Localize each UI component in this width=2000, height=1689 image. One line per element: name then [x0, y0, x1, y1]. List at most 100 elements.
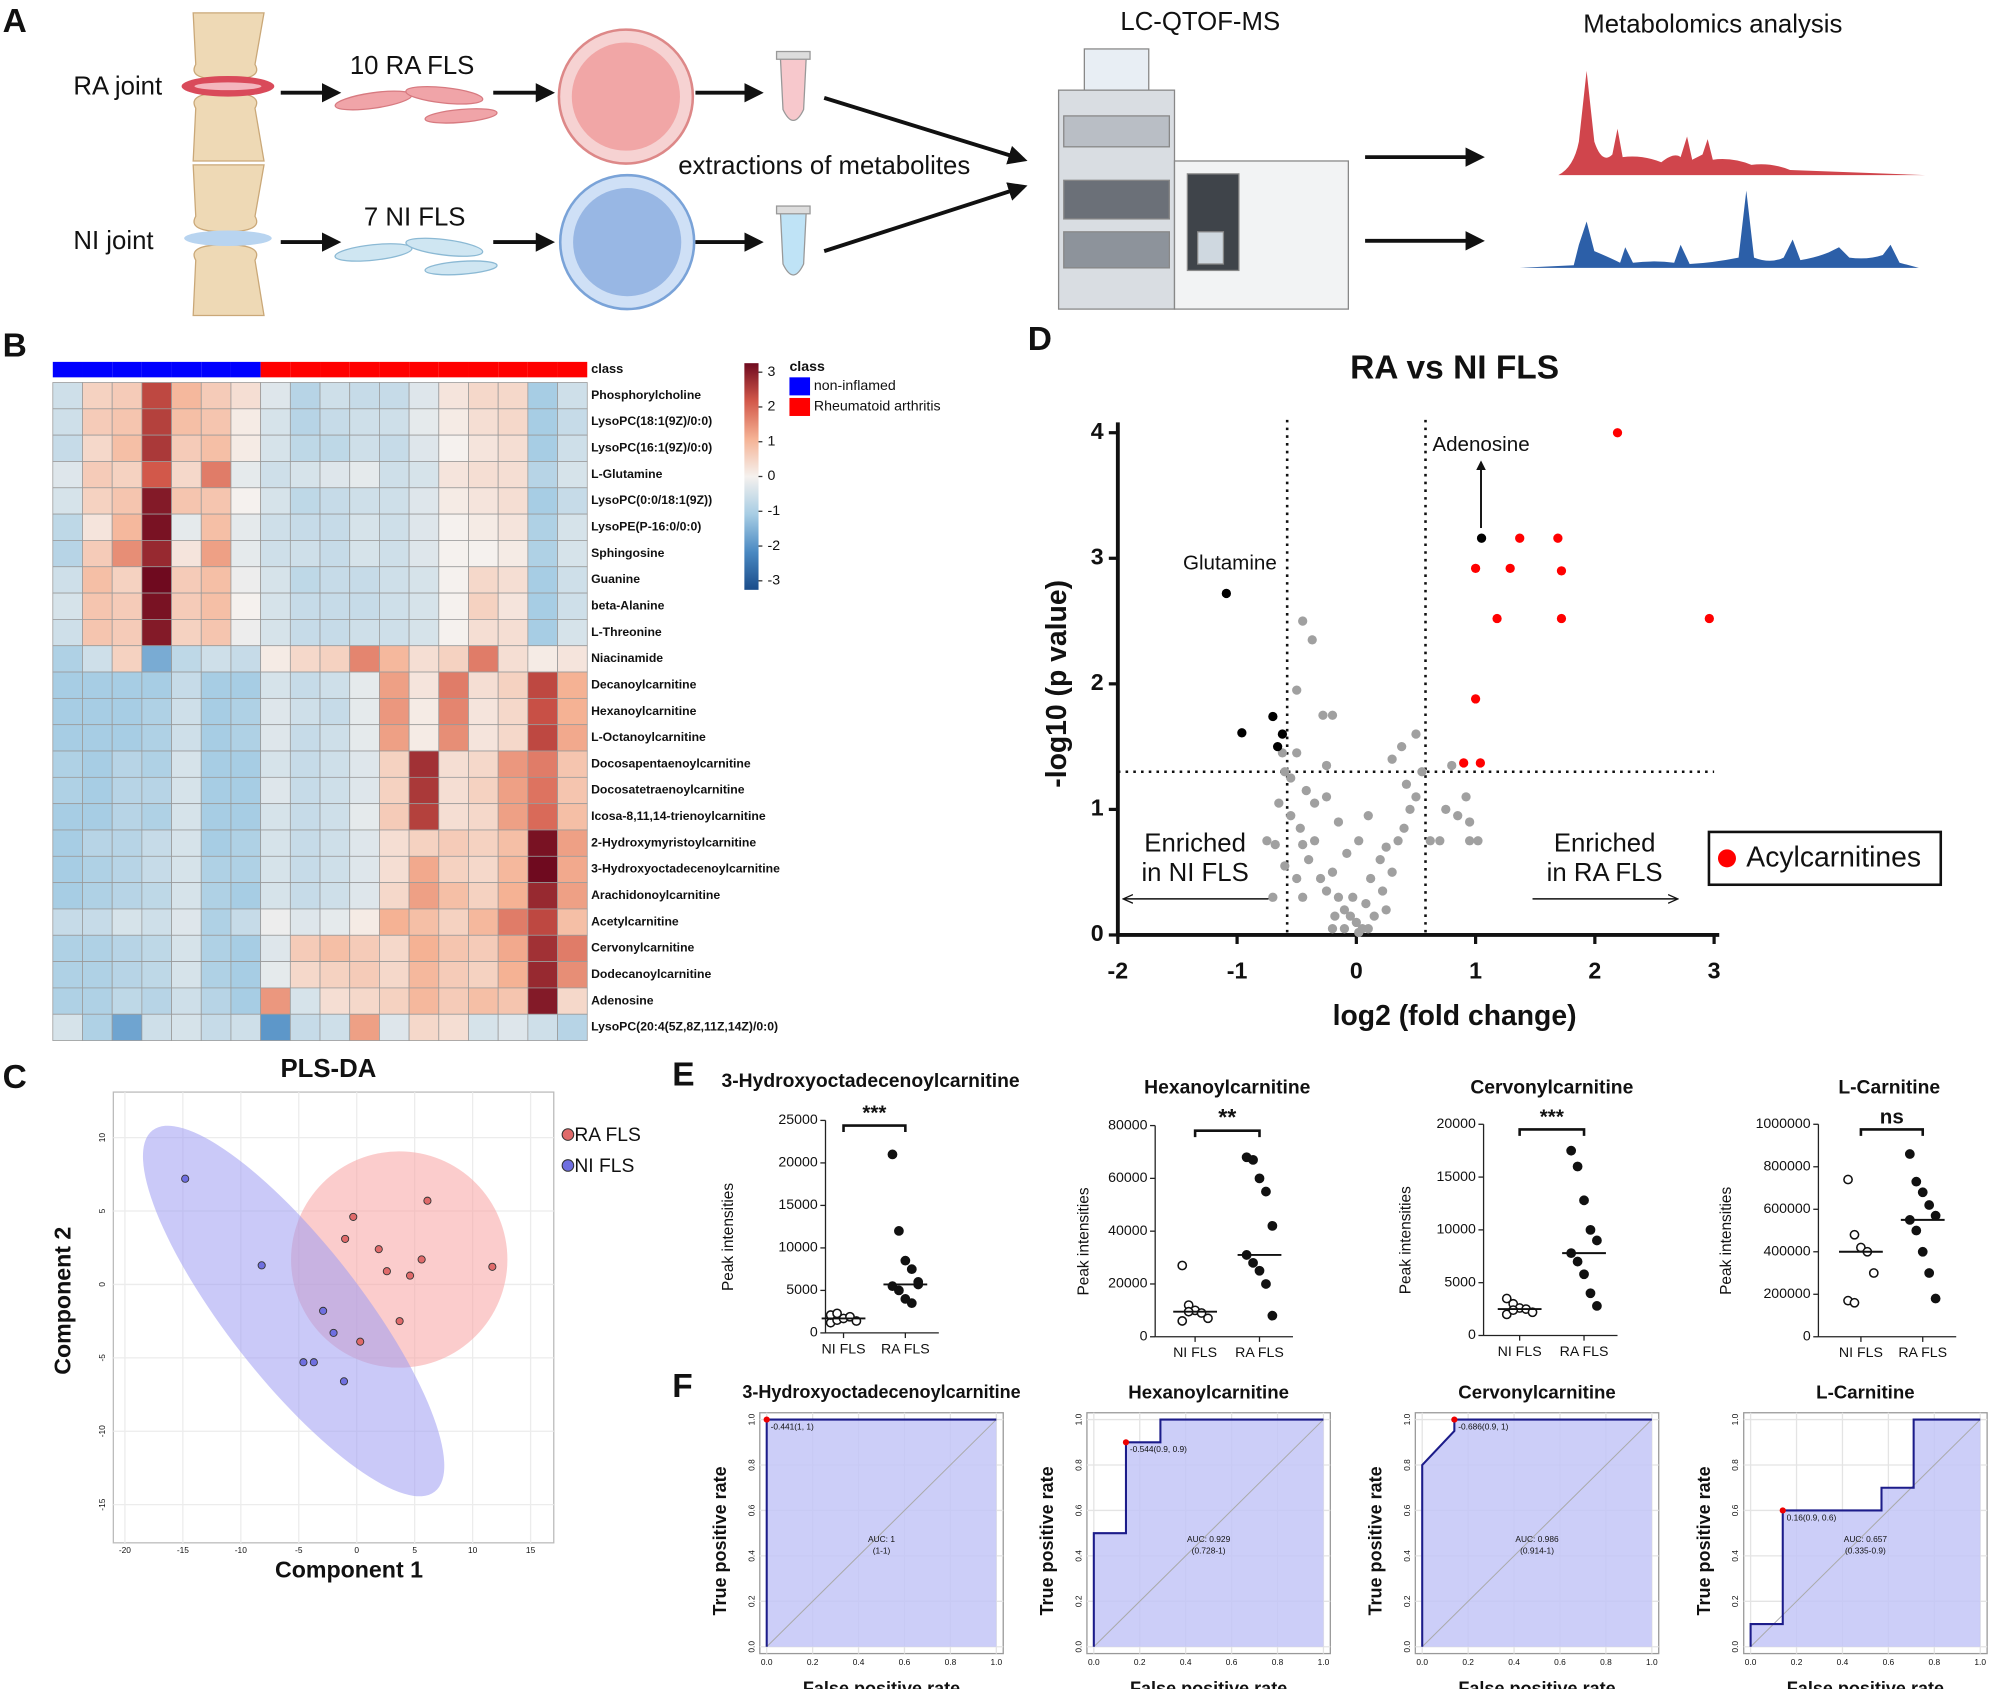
heat-cell [141, 829, 172, 857]
heat-cell [527, 987, 558, 1015]
point [1381, 905, 1391, 915]
point [1292, 873, 1302, 884]
heat-cell [230, 619, 262, 647]
heat-cell [379, 619, 410, 647]
heat-cell [82, 566, 113, 594]
heat-cell [111, 513, 143, 541]
heat-cell [438, 671, 469, 699]
chart-title: Cervonylcarnitine [1470, 1077, 1633, 1098]
heat-cell [557, 487, 588, 515]
auc-label: AUC: 1 [868, 1534, 895, 1544]
heat-cell [379, 934, 410, 962]
chart-title: L-Carnitine [1816, 1381, 1914, 1402]
dish-cells [571, 42, 680, 151]
annotation: Enriched [1144, 830, 1246, 858]
chart-title: 3-Hydroxyoctadecenoylcarnitine [722, 1071, 1020, 1092]
heat-cell [408, 987, 440, 1015]
heat-cell [289, 961, 321, 989]
heat-cell [557, 908, 588, 936]
class-cell [468, 361, 499, 378]
heat-cell [438, 1013, 469, 1041]
heat-cell [349, 724, 380, 752]
annotation: Adenosine [1432, 433, 1529, 456]
heat-cell [527, 645, 558, 673]
heat-cell [379, 855, 410, 884]
point [181, 1174, 190, 1183]
heat-cell [200, 908, 232, 936]
point [1307, 635, 1317, 645]
heat-cell [200, 619, 232, 647]
heat-cell [438, 487, 469, 515]
heat-cell [111, 619, 143, 647]
y-axis-label: Peak intensities [1718, 1186, 1735, 1294]
heat-cell [141, 592, 172, 620]
point [1843, 1174, 1853, 1185]
y-tick-label: 0.0 [1402, 1641, 1412, 1653]
label: 10 RA FLS [350, 52, 475, 80]
x-tick-label: RA FLS [881, 1341, 930, 1357]
x-tick-label: 0.4 [1508, 1657, 1520, 1667]
point [1177, 1316, 1188, 1326]
panel-label: A [3, 3, 27, 40]
class-cell [438, 361, 469, 378]
heat-cell [200, 829, 232, 857]
heat-cell [111, 829, 143, 857]
heat-cell [111, 408, 143, 436]
point [1203, 1313, 1213, 1324]
cutoff-point [1779, 1507, 1786, 1514]
roc-curve [1749, 1418, 1981, 1647]
heat-cell [82, 540, 113, 568]
heat-cell [52, 671, 83, 699]
heat-cell [319, 908, 351, 936]
heat-cell [230, 776, 262, 805]
point [1261, 1186, 1271, 1197]
y-tick-label: 0 [97, 1282, 107, 1287]
heat-cell [260, 829, 291, 857]
y-tick-label: 20000 [778, 1155, 817, 1171]
heat-cell [497, 540, 529, 568]
heat-cell [349, 434, 380, 462]
heat-cell [289, 855, 321, 884]
heat-cell [260, 908, 291, 936]
heat-cell [379, 566, 410, 594]
heat-cell [468, 934, 499, 962]
point [1304, 854, 1314, 865]
cutoff-point [763, 1416, 770, 1423]
point [395, 1317, 404, 1326]
heat-cell [408, 882, 440, 910]
significance-bracket [1859, 1128, 1925, 1136]
heat-cell [527, 803, 558, 831]
point [1369, 911, 1379, 921]
heat-cell [200, 934, 232, 962]
heat-cell [379, 592, 410, 620]
heat-cell [260, 487, 291, 515]
heat-cell [527, 513, 558, 541]
y-axis-label: True positive rate [1365, 1466, 1385, 1615]
heat-cell [379, 671, 410, 699]
heat-cell [289, 908, 321, 936]
y-tick-label: 0.0 [746, 1641, 756, 1653]
heat-cell [497, 434, 529, 462]
chart-title: L-Carnitine [1838, 1077, 1940, 1098]
heat-cell [319, 592, 351, 620]
point [1911, 1225, 1922, 1236]
panel-label: E [672, 1056, 694, 1093]
annotation: Glutamine [1183, 552, 1277, 575]
heat-cell [260, 750, 291, 778]
heat-cell [82, 961, 113, 989]
point [1447, 760, 1457, 771]
row-label: Hexanoylcarnitine [591, 704, 696, 718]
color-tick-label: -2 [768, 538, 781, 554]
y-tick-label: 10000 [1436, 1222, 1475, 1238]
heat-cell [171, 645, 202, 673]
heat-cell [349, 382, 380, 410]
heat-cell [171, 908, 202, 936]
heat-cell [497, 592, 529, 620]
heat-cell [497, 487, 529, 515]
point [1330, 911, 1340, 921]
heat-cell [289, 619, 321, 647]
heat-cell [468, 750, 499, 778]
heat-cell [379, 461, 410, 489]
heat-cell [497, 645, 529, 673]
x-tick-label: NI FLS [821, 1341, 865, 1357]
